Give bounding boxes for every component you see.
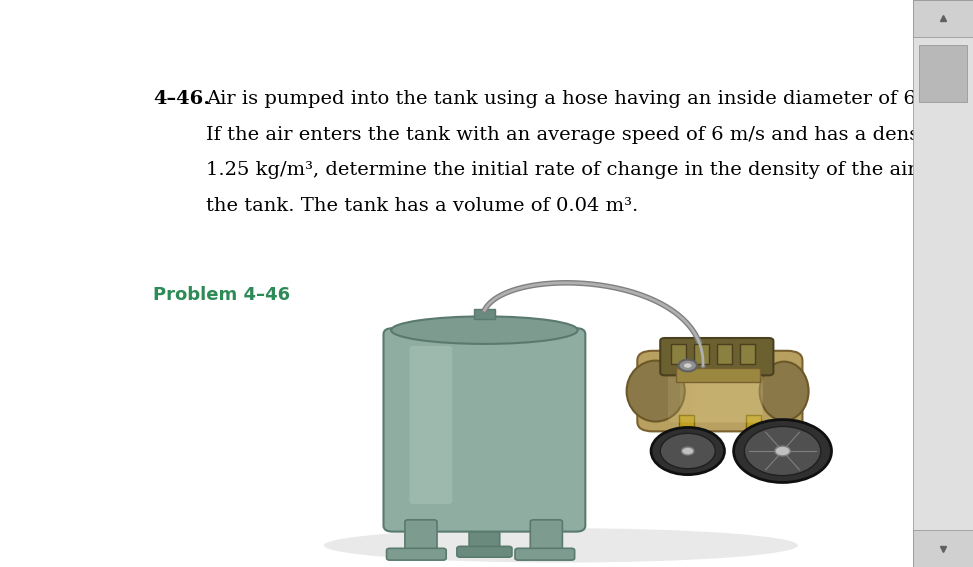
- Bar: [913, 530, 973, 567]
- Circle shape: [682, 447, 694, 455]
- FancyBboxPatch shape: [386, 548, 447, 560]
- FancyBboxPatch shape: [410, 346, 452, 504]
- Circle shape: [661, 433, 715, 469]
- Text: If the air enters the tank with an average speed of 6 m/s and has a density of: If the air enters the tank with an avera…: [206, 126, 970, 143]
- FancyBboxPatch shape: [515, 548, 575, 560]
- Ellipse shape: [627, 361, 685, 421]
- Circle shape: [744, 426, 821, 476]
- Bar: [746, 414, 761, 439]
- FancyBboxPatch shape: [469, 521, 500, 552]
- Text: the tank. The tank has a volume of 0.04 m³.: the tank. The tank has a volume of 0.04 …: [206, 197, 638, 215]
- Ellipse shape: [391, 316, 578, 344]
- Circle shape: [651, 428, 725, 475]
- FancyBboxPatch shape: [671, 344, 686, 363]
- FancyBboxPatch shape: [694, 344, 709, 363]
- Circle shape: [775, 446, 790, 456]
- Text: Problem 4–46: Problem 4–46: [154, 286, 290, 304]
- FancyBboxPatch shape: [530, 520, 562, 555]
- FancyBboxPatch shape: [383, 328, 586, 532]
- FancyBboxPatch shape: [739, 344, 755, 363]
- Circle shape: [678, 359, 697, 371]
- Circle shape: [683, 362, 693, 369]
- FancyBboxPatch shape: [637, 351, 803, 431]
- Bar: [919, 45, 967, 102]
- Text: 1.25 kg/m³, determine the initial rate of change in the density of the air withi: 1.25 kg/m³, determine the initial rate o…: [206, 162, 973, 180]
- Text: 4–46.: 4–46.: [154, 90, 210, 108]
- Ellipse shape: [760, 362, 809, 421]
- FancyBboxPatch shape: [661, 338, 774, 375]
- Text: Air is pumped into the tank using a hose having an inside diameter of 6 mm.: Air is pumped into the tank using a hose…: [206, 90, 965, 108]
- FancyBboxPatch shape: [457, 547, 512, 557]
- FancyBboxPatch shape: [675, 369, 760, 382]
- FancyBboxPatch shape: [680, 359, 763, 422]
- Circle shape: [734, 420, 832, 483]
- FancyBboxPatch shape: [667, 359, 763, 422]
- Bar: [474, 308, 495, 319]
- FancyBboxPatch shape: [405, 520, 437, 555]
- Bar: [913, 0, 973, 37]
- Bar: [678, 414, 694, 439]
- FancyBboxPatch shape: [717, 344, 732, 363]
- Ellipse shape: [324, 528, 798, 562]
- FancyBboxPatch shape: [693, 359, 763, 422]
